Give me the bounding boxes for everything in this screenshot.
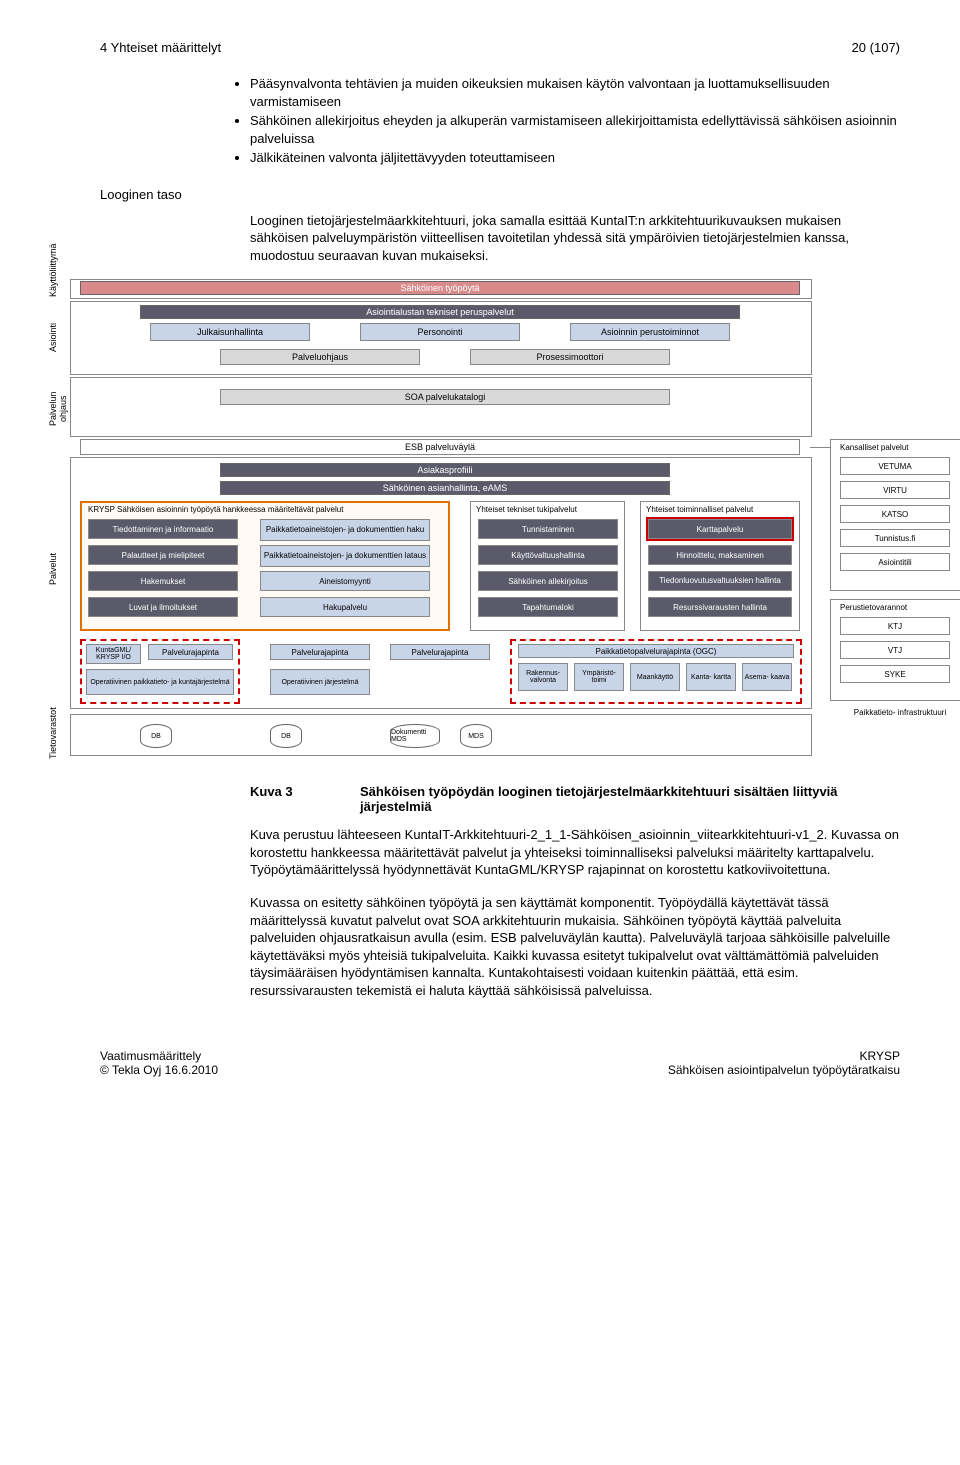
toiminnalliset-title: Yhteiset toiminnalliset palvelut [646,505,753,514]
right-box: VIRTU [840,481,950,499]
right-box: VETUMA [840,457,950,475]
soa-katalogi: SOA palvelukatalogi [220,389,670,405]
tekniset-box: Tapahtumaloki [478,597,618,617]
krysp-box: Hakemukset [88,571,238,591]
architecture-diagram: Käyttöliittymä Asiointi Palvelun ohjaus … [40,279,960,759]
tyopoytä-bar: Sähköinen työpöytä [80,281,800,295]
row-label: Tietovarastot [48,719,58,759]
rajapinta-box: Palvelurajapinta [148,644,233,660]
ogc-item: Ympäristö- toimi [574,663,624,691]
ogc-item: Kanta- kartta [686,663,736,691]
footer-left: Vaatimusmäärittely © Tekla Oyj 16.6.2010 [100,1049,218,1077]
kuntagml-box: KuntaGML/ KRYSP I/O [86,644,141,664]
row-label: Palvelut [48,509,58,629]
tekniset-box: Sähköinen allekirjoitus [478,571,618,591]
esb-bar: ESB palveluväylä [80,439,800,455]
tekniset-title: Yhteiset tekniset tukipalvelut [476,505,577,514]
ohjaus-box: Prosessimoottori [470,349,670,365]
perustieto-title: Perustietovarannot [840,603,907,612]
bullet-item: Sähköinen allekirjoitus eheyden ja alkup… [250,112,900,147]
krysp-box: Paikkatietoaineistojen- ja dokumenttien … [260,545,430,567]
karttapalvelu-box: Karttapalvelu [648,519,792,539]
bullet-item: Jälkikäteinen valvonta jäljitettävyyden … [250,149,900,167]
tekniset-box: Käyttövaltuushallinta [478,545,618,565]
intro-paragraph: Looginen tietojärjestelmäarkkitehtuuri, … [250,212,900,265]
krysp-box: Luvat ja ilmoitukset [88,597,238,617]
right-box: KTJ [840,617,950,635]
row-label: Käyttöliittymä [48,279,58,297]
toiminnalliset-box: Resurssivarausten hallinta [648,597,792,617]
right-box: Tunnistus.fi [840,529,950,547]
header-section: 4 Yhteiset määrittelyt [100,40,221,55]
krysp-box: Tiedottaminen ja informaatio [88,519,238,539]
ogc-item: Maankäyttö [630,663,680,691]
bullet-item: Pääsynvalvonta tehtävien ja muiden oikeu… [250,75,900,110]
ogc-item: Asema- kaava [742,663,792,691]
krysp-box: Paikkatietoaineistojen- ja dokumenttien … [260,519,430,541]
asiointi-header: Asiointialustan tekniset peruspalvelut [140,305,740,319]
system-box: Operatiivinen järjestelmä [270,669,370,695]
body-paragraph: Kuva perustuu lähteeseen KuntaIT-Arkkite… [250,826,900,879]
right-box: KATSO [840,505,950,523]
row-label: Asiointi [48,307,58,367]
asiointi-box: Asioinnin perustoiminnot [570,323,730,341]
db-icon: Dokumentti MDS [390,724,440,748]
db-icon: DB [140,724,172,748]
system-box: Operatiivinen paikkatieto- ja kuntajärje… [86,669,234,695]
db-icon: DB [270,724,302,748]
body-paragraph: Kuvassa on esitetty sähköinen työpöytä j… [250,894,900,999]
krysp-box: Palautteet ja mielipiteet [88,545,238,565]
krysp-box: Hakupalvelu [260,597,430,617]
toiminnalliset-box: Tiedonluovutusvaltuuksien hallinta [648,571,792,591]
ogc-bar: Paikkatietopalvelurajapinta (OGC) [518,644,794,658]
kansalliset-title: Kansalliset palvelut [840,443,908,452]
asiointi-box: Julkaisunhallinta [150,323,310,341]
rajapinta-box: Palvelurajapinta [270,644,370,660]
asiakasprofiili: Asiakasprofiili [220,463,670,477]
bullet-list: Pääsynvalvonta tehtävien ja muiden oikeu… [250,75,900,167]
ohjaus-box: Palveluohjaus [220,349,420,365]
eams: Sähköinen asianhallinta, eAMS [220,481,670,495]
krysp-box: Aineistomyynti [260,571,430,591]
header-page: 20 (107) [852,40,900,55]
paikkatieto-infra: Paikkatieto- infrastruktuuri [850,709,950,718]
row-label: Palvelun ohjaus [48,379,68,439]
asiointi-box: Personointi [360,323,520,341]
db-icon: MDS [460,724,492,748]
footer-right: KRYSP Sähköisen asiointipalvelun työpöyt… [668,1049,900,1077]
figure-label: Kuva 3 [250,784,360,814]
rajapinta-box: Palvelurajapinta [390,644,490,660]
section-heading: Looginen taso [100,187,900,202]
right-box: VTJ [840,641,950,659]
tekniset-box: Tunnistaminen [478,519,618,539]
right-box: SYKE [840,665,950,683]
krysp-title: KRYSP Sähköisen asioinnin työpöytä hankk… [88,505,343,514]
ogc-item: Rakennus- valvonta [518,663,568,691]
toiminnalliset-box: Hinnoittelu, maksaminen [648,545,792,565]
right-box: Asiointitili [840,553,950,571]
figure-title: Sähköisen työpöydän looginen tietojärjes… [360,784,900,814]
